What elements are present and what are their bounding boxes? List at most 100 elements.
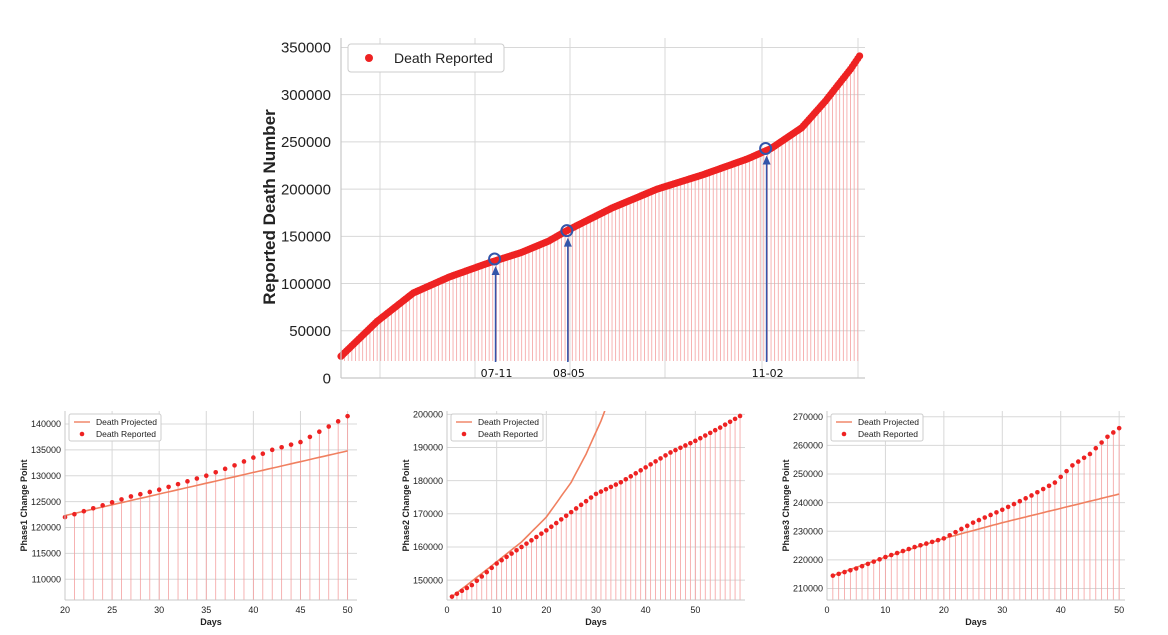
data-point	[877, 557, 882, 562]
data-point	[1099, 440, 1104, 445]
data-point	[519, 544, 524, 550]
data-point	[924, 541, 929, 546]
data-point	[842, 569, 847, 575]
y-tick-label: 170000	[413, 509, 443, 519]
projected-line	[451, 411, 606, 598]
legend-entry: Death Reported	[478, 429, 538, 439]
x-tick-label: 10	[880, 605, 890, 615]
data-point	[668, 450, 673, 455]
y-tick-label: 130000	[31, 471, 61, 481]
data-point	[994, 510, 999, 515]
legend-entry: Death Projected	[96, 417, 157, 427]
x-tick-label: 20	[541, 605, 551, 615]
data-point	[100, 503, 105, 508]
data-point	[568, 509, 574, 515]
legend-marker	[841, 431, 847, 437]
data-point	[673, 447, 678, 453]
data-point	[941, 536, 947, 541]
y-tick-label: 260000	[793, 441, 823, 451]
data-point	[166, 484, 171, 490]
y-tick-label: 0	[323, 370, 331, 387]
data-point	[549, 524, 554, 530]
change-point-label: 11-02	[752, 367, 784, 380]
projected-line	[832, 493, 1120, 577]
change-point-marker	[488, 252, 502, 266]
data-point	[147, 489, 153, 495]
y-tick-label: 50000	[289, 323, 331, 340]
data-point	[484, 569, 490, 575]
data-point	[603, 486, 609, 492]
data-point	[175, 481, 181, 487]
data-point	[449, 594, 455, 599]
data-point	[999, 507, 1005, 513]
data-point	[529, 538, 534, 543]
data-point	[836, 571, 841, 577]
legend-marker	[79, 431, 85, 437]
y-tick-label: 135000	[31, 445, 61, 455]
y-tick-label: 120000	[31, 523, 61, 533]
chart-phase3: 210000 220000 230000 240000 250000 260000 2700…	[781, 411, 1125, 627]
data-point	[859, 563, 865, 569]
data-point	[1087, 451, 1093, 457]
x-tick-label: 45	[295, 605, 305, 615]
data-point	[608, 484, 614, 490]
data-point	[583, 498, 589, 504]
data-point	[623, 477, 629, 482]
legend-entry: Death Reported	[858, 429, 918, 439]
data-point	[1017, 498, 1023, 504]
data-point	[947, 532, 953, 538]
data-point	[90, 505, 96, 511]
data-point	[222, 466, 228, 472]
y-tick-label: 160000	[413, 542, 443, 552]
data-point	[712, 427, 718, 433]
data-point	[524, 541, 529, 546]
legend-box	[450, 413, 544, 442]
data-point	[830, 573, 836, 578]
data-point	[618, 479, 624, 485]
legend-entry: Death Projected	[478, 417, 539, 427]
data-point	[959, 526, 964, 532]
arrow-head	[491, 266, 500, 275]
data-point	[558, 517, 564, 522]
data-point	[563, 513, 569, 519]
y-axis-title: Phase1 Change Point	[19, 459, 29, 551]
data-point	[848, 567, 853, 573]
x-tick-label: 40	[641, 605, 651, 615]
data-point	[702, 433, 708, 438]
data-point	[683, 443, 688, 448]
y-tick-label: 250000	[793, 469, 823, 479]
x-tick-label: 40	[248, 605, 258, 615]
data-point	[138, 491, 143, 497]
x-axis-title: Days	[585, 617, 607, 627]
data-point	[663, 453, 668, 458]
data-point	[514, 547, 519, 553]
data-point	[345, 413, 350, 419]
data-point	[1105, 434, 1110, 440]
data-point	[698, 435, 703, 441]
data-point	[855, 52, 864, 60]
y-tick-label: 240000	[793, 498, 823, 508]
y-axis-title: Phase2 Change Point	[401, 459, 411, 551]
y-tick-label: 125000	[31, 497, 61, 507]
data-point	[883, 554, 888, 560]
data-point	[499, 557, 504, 563]
data-point	[298, 439, 303, 445]
data-point	[553, 520, 559, 526]
data-point	[534, 534, 539, 540]
data-point	[156, 487, 162, 493]
data-point	[1064, 468, 1069, 474]
data-point	[1070, 463, 1075, 468]
data-point	[335, 419, 341, 424]
data-point	[573, 506, 579, 511]
change-point-label: 07-11	[481, 367, 513, 380]
legend-box	[830, 413, 924, 442]
data-point	[81, 508, 87, 514]
data-point	[203, 473, 209, 479]
data-point	[474, 578, 480, 584]
data-point	[678, 445, 683, 451]
data-point	[260, 451, 266, 457]
chart-phase2: 150000 160000 170000 180000 190000 200000 0 10 2…	[401, 409, 745, 627]
data-point	[1011, 501, 1017, 507]
x-tick-label: 20	[939, 605, 949, 615]
data-point	[578, 502, 584, 508]
